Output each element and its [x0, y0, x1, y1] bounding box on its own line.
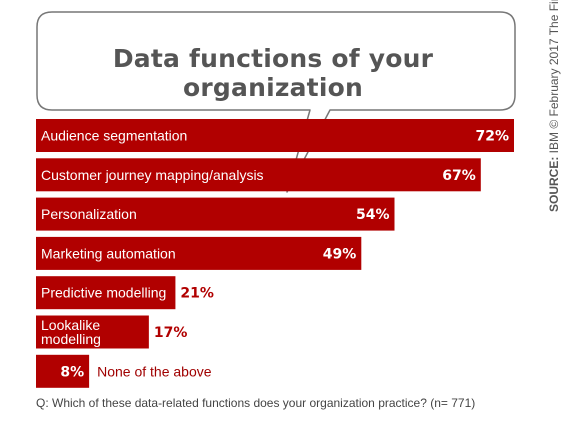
bar-category-label-line: Lookalike: [41, 317, 100, 333]
bar-category-label: None of the above: [97, 363, 212, 379]
bar-group: 72% Audience segmentation: [36, 119, 514, 152]
bar-value-label: 49%: [323, 246, 357, 262]
bar: [36, 158, 481, 192]
footnote: Q: Which of these data-related functions…: [36, 396, 476, 410]
bar-value-label: 17%: [154, 325, 188, 341]
bar-value-label: 8%: [60, 364, 84, 380]
bar-group: 54% Personalization: [36, 197, 395, 231]
bar-category-label: Marketing automation: [41, 245, 176, 261]
source-text: IBM © February 2017 The Financial Brand: [547, 0, 561, 154]
bar-category-label: Lookalike modelling: [41, 317, 101, 347]
bar: [36, 119, 514, 152]
source-label: SOURCE:: [547, 156, 561, 212]
bar-group: 8% None of the above: [36, 354, 212, 388]
bar: [36, 276, 176, 310]
bar-value-label: 67%: [442, 168, 476, 184]
bar: [36, 236, 362, 270]
bar-value-label: 21%: [180, 286, 214, 302]
bar-category-label: Audience segmentation: [41, 128, 187, 144]
bar-group: 67% Customer journey mapping/analysis: [36, 158, 481, 192]
bar: [36, 315, 149, 349]
bar-value-label: 72%: [475, 129, 509, 145]
bar-group: 21% Predictive modelling: [36, 276, 214, 310]
bar-group: 49% Marketing automation: [36, 236, 362, 270]
bar-value-label: 54%: [356, 207, 390, 223]
bar-category-label: Customer journey mapping/analysis: [41, 167, 264, 183]
bar-category-label-line: modelling: [41, 331, 101, 347]
bar-group: 17% Lookalike modelling: [36, 315, 188, 349]
bar-category-label: Predictive modelling: [41, 285, 166, 301]
bar-category-label: Personalization: [41, 206, 137, 222]
bar: [36, 354, 90, 388]
chart-title: Data functions of your organization: [112, 44, 434, 102]
bar: [36, 197, 395, 231]
